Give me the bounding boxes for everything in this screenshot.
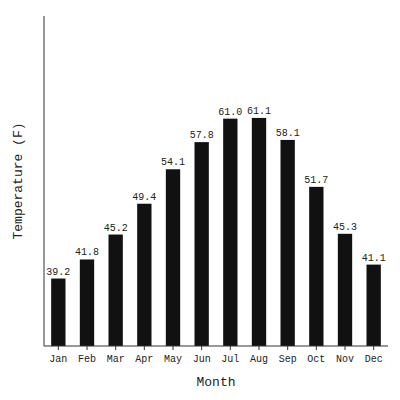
- x-tick: [115, 346, 116, 350]
- x-tick: [58, 346, 59, 350]
- bar: [80, 259, 94, 346]
- x-tick-label: Jul: [221, 354, 239, 365]
- bar: [367, 265, 381, 346]
- x-tick-label: Oct: [307, 354, 325, 365]
- data-label: 45.3: [333, 222, 357, 233]
- x-tick-label: Mar: [107, 354, 125, 365]
- x-tick-label: May: [164, 354, 182, 365]
- data-label: 61.0: [218, 107, 242, 118]
- bar: [137, 204, 151, 346]
- x-tick-label: Apr: [135, 354, 153, 365]
- x-tick-label: Sep: [279, 354, 297, 365]
- x-tick: [144, 346, 145, 350]
- data-label: 41.8: [75, 247, 99, 258]
- bar: [223, 119, 237, 346]
- bar: [338, 234, 352, 346]
- data-label: 61.1: [247, 106, 271, 117]
- x-tick: [173, 346, 174, 350]
- x-tick: [287, 346, 288, 350]
- bar: [109, 235, 123, 346]
- data-label: 41.1: [362, 253, 386, 264]
- bar: [51, 279, 65, 346]
- bar: [309, 187, 323, 346]
- y-axis-label: Temperature (F): [11, 122, 26, 239]
- x-axis-label: Month: [196, 375, 235, 390]
- bars: [51, 118, 381, 346]
- bar: [166, 169, 180, 346]
- bar: [281, 140, 295, 346]
- x-tick-label: Feb: [78, 354, 96, 365]
- data-label: 49.4: [132, 192, 156, 203]
- x-tick: [373, 346, 374, 350]
- x-tick: [201, 346, 202, 350]
- bar: [195, 142, 209, 346]
- x-tick: [259, 346, 260, 350]
- data-label: 54.1: [161, 157, 185, 168]
- data-label: 51.7: [304, 175, 328, 186]
- x-axis-line: [44, 346, 388, 347]
- x-tick-label: Jan: [49, 354, 67, 365]
- y-axis-line: [44, 16, 45, 346]
- data-label: 57.8: [190, 130, 214, 141]
- x-tick-label: Dec: [365, 354, 383, 365]
- x-tick-label: Nov: [336, 354, 354, 365]
- x-tick: [87, 346, 88, 350]
- x-tick-label: Aug: [250, 354, 268, 365]
- bar: [252, 118, 266, 346]
- chart: 39.2 41.8 45.2 49.4 54.1 57.8 61.0 61.1 58.1 51.7…: [0, 0, 400, 400]
- x-tick-label: Jun: [193, 354, 211, 365]
- data-label: 45.2: [104, 223, 128, 234]
- x-tick: [230, 346, 231, 350]
- data-label: 58.1: [276, 128, 300, 139]
- x-tick: [316, 346, 317, 350]
- data-label: 39.2: [46, 267, 70, 278]
- x-tick: [345, 346, 346, 350]
